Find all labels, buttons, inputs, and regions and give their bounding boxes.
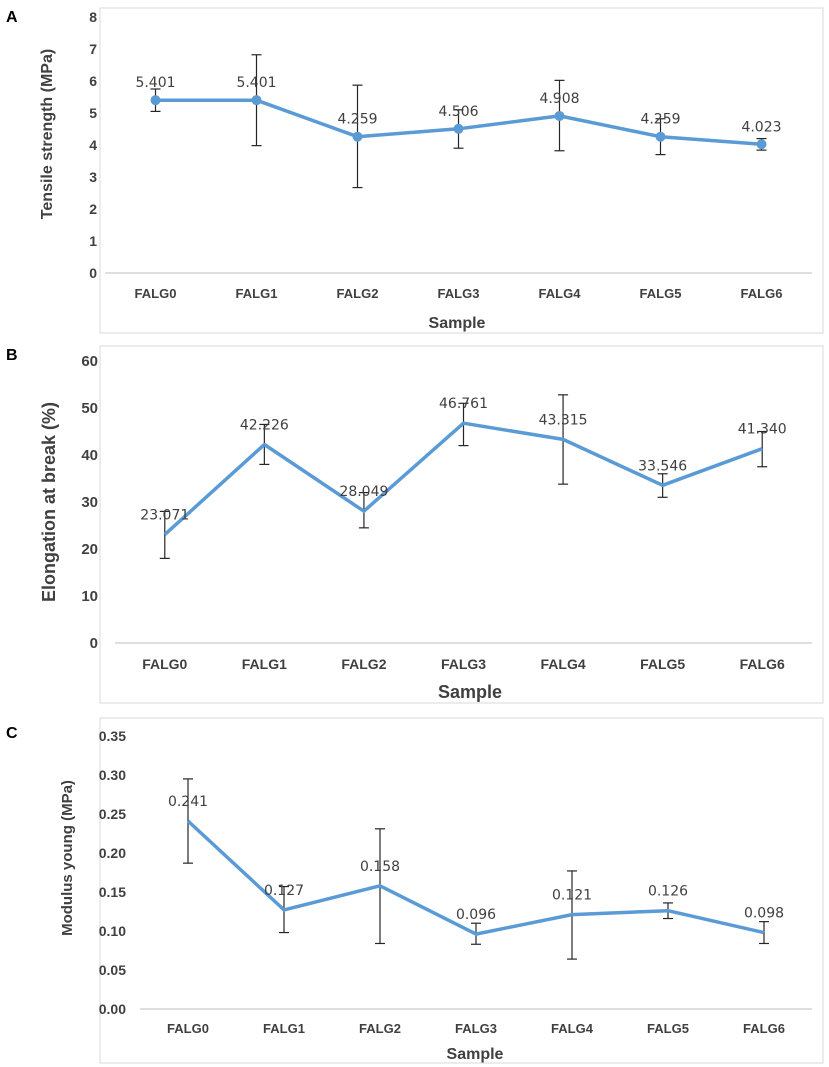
- panel-c-y-tick-label: 0.30: [99, 767, 126, 783]
- panel-b-data-label: 43.315: [539, 412, 588, 428]
- panel-b-y-tick-label: 50: [81, 400, 98, 417]
- panel-b-x-tick-label: FALG0: [142, 656, 187, 672]
- panel-a-y-tick-label: 8: [89, 9, 97, 25]
- panel-a-data-point: [655, 131, 666, 142]
- panel-a-y-tick-label: 7: [89, 41, 97, 57]
- panel-a-x-tick-label: FALG1: [236, 286, 278, 301]
- panel-a-y-tick-label: 1: [89, 233, 97, 249]
- panel-a-y-axis-title: Tensile strength (MPa): [39, 49, 56, 219]
- panel-c-y-tick-label: 0.05: [99, 962, 126, 978]
- panel-a-data-label: 4.259: [337, 112, 377, 128]
- panel-b-x-tick-label: FALG1: [242, 656, 287, 672]
- panel-b-data-label: 28.049: [339, 484, 388, 500]
- panel-b-y-tick-label: 60: [81, 353, 98, 370]
- panel-a-data-point: [554, 110, 565, 121]
- panel-a-data-point: [352, 131, 363, 142]
- panel-c-series-line: [186, 819, 765, 936]
- panel-a-y-tick-label: 0: [89, 265, 97, 281]
- panel-b-series-line: [163, 421, 763, 536]
- panel-a-data-label: 4.259: [640, 112, 680, 128]
- panel-b-x-tick-label: FALG2: [341, 656, 386, 672]
- panel-a-y-tick-label: 6: [89, 73, 97, 89]
- panel-b-x-tick-label: FALG6: [740, 656, 785, 672]
- panel-a-x-tick-label: FALG4: [539, 286, 582, 301]
- panel-c-y-tick-label: 0.35: [99, 728, 126, 744]
- panel-c-y-tick-label: 0.20: [99, 845, 126, 861]
- panel-b-label: B: [6, 347, 18, 364]
- panel-b-x-axis-title: Sample: [438, 682, 502, 702]
- panel-b-y-axis-title: Elongation at break (%): [39, 402, 59, 602]
- panel-a-y-tick-label: 4: [89, 137, 97, 153]
- panel-a-x-tick-label: FALG3: [438, 286, 480, 301]
- panel-c-y-tick-label: 0.25: [99, 806, 126, 822]
- panel-b-plot: 0 10 20 30 40 50 60 FALG0 FALG1 FALG2 FALG3 FALG4 FA…: [81, 353, 812, 672]
- panel-c-y-tick-label: 0.15: [99, 884, 126, 900]
- panel-a-y-tick-label: 5: [89, 105, 97, 121]
- panel-a-y-tick-label: 3: [89, 169, 97, 185]
- panel-a-data-point: [251, 95, 262, 106]
- panel-b-data-label: 42.226: [240, 418, 289, 434]
- panel-b-x-tick-label: FALG3: [441, 656, 486, 672]
- panel-b-y-tick-label: 10: [81, 588, 98, 605]
- panel-c-x-axis-title: Sample: [447, 1046, 504, 1063]
- panel-c-data-label: 0.241: [168, 794, 208, 810]
- panel-a-x-tick-label: FALG0: [135, 286, 177, 301]
- panel-c-plot: 0.00 0.05 0.10 0.15 0.20 0.25 0.30 0.35 FALG0 FAL…: [99, 728, 812, 1036]
- panel-c-y-tick-label: 0.00: [99, 1001, 126, 1017]
- panel-b-y-tick-label: 20: [81, 541, 98, 558]
- panel-c-frame: [99, 717, 824, 1064]
- panel-a-x-axis-title: Sample: [429, 315, 486, 332]
- panel-b-y-tick-label: 0: [90, 635, 98, 652]
- panel-a-data-label: 5.401: [135, 75, 175, 91]
- panel-c-y-axis-title: Modulus young (MPa): [59, 780, 76, 936]
- panel-a-x-tick-label: FALG2: [337, 286, 379, 301]
- panel-c-data-label: 0.096: [456, 907, 496, 923]
- panel-c: C Modulus young (MPa) Sample 0.00 0.05 0.1…: [6, 717, 824, 1064]
- panel-a-label: A: [6, 9, 18, 26]
- panel-a-data-label: 4.908: [539, 91, 579, 107]
- panel-c-x-tick-label: FALG6: [743, 1021, 785, 1036]
- panel-a-data-point: [150, 95, 161, 106]
- panel-b-data-label: 41.340: [738, 422, 787, 438]
- panel-b-data-label: 46.761: [439, 396, 488, 412]
- panel-b: B Elongation at break (%) Sample 0 10 20 30…: [6, 345, 824, 704]
- panel-b-y-tick-label: 40: [81, 447, 98, 464]
- panel-a-data-label: 4.506: [438, 104, 478, 120]
- panel-a-x-tick-label: FALG6: [741, 286, 783, 301]
- panel-a-data-label: 5.401: [236, 75, 276, 91]
- panel-c-y-tick-label: 0.10: [99, 923, 126, 939]
- panel-b-y-tick-label: 30: [81, 494, 98, 511]
- panel-b-data-label: 23.071: [140, 508, 189, 524]
- panel-b-x-tick-label: FALG4: [541, 656, 586, 672]
- panel-a-frame: [99, 7, 824, 334]
- panel-c-data-label: 0.098: [744, 906, 784, 922]
- panel-a: A Tensile strength (MPa) Sample 0 1 2 3 4 5 6 7…: [6, 7, 824, 334]
- panel-c-x-tick-label: FALG1: [263, 1021, 305, 1036]
- panel-c-data-label: 0.121: [552, 888, 592, 904]
- panel-a-y-tick-label: 2: [89, 201, 97, 217]
- panel-c-x-tick-label: FALG2: [359, 1021, 401, 1036]
- panel-a-data-point: [756, 139, 767, 150]
- panel-b-frame: [99, 345, 824, 704]
- panel-a-data-point: [453, 123, 464, 134]
- panel-b-data-label: 33.546: [638, 458, 687, 474]
- panel-c-x-tick-label: FALG5: [647, 1021, 689, 1036]
- panel-c-data-label: 0.158: [360, 859, 400, 875]
- panel-c-x-tick-label: FALG4: [551, 1021, 594, 1036]
- panel-b-x-tick-label: FALG5: [640, 656, 685, 672]
- panel-c-x-tick-label: FALG0: [167, 1021, 209, 1036]
- panel-c-data-label: 0.126: [648, 884, 688, 900]
- panel-a-data-label: 4.023: [741, 119, 781, 135]
- panel-c-label: C: [6, 725, 18, 742]
- panel-a-plot: 0 1 2 3 4 5 6 7 8 FALG0 FALG1 FALG2 FALG3 FALG4 FALG5 F…: [89, 9, 812, 301]
- panel-c-data-label: 0.127: [264, 883, 304, 899]
- panel-c-x-tick-label: FALG3: [455, 1021, 497, 1036]
- panel-a-x-tick-label: FALG5: [640, 286, 682, 301]
